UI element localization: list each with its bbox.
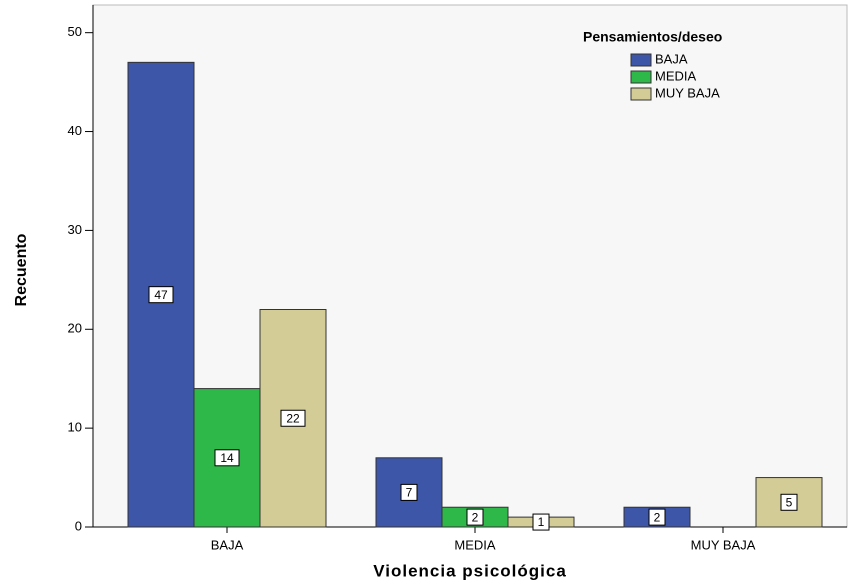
x-tick-label: MUY BAJA	[691, 537, 756, 552]
value-label: 2	[654, 510, 661, 524]
legend-swatch	[630, 70, 652, 84]
value-label-box	[532, 513, 550, 531]
value-label-box	[400, 483, 418, 501]
legend-label: BAJA	[655, 51, 688, 66]
value-label-box	[214, 449, 240, 467]
y-axis-label: Recuento	[13, 233, 30, 306]
legend-swatch	[630, 87, 652, 101]
legend-label: MEDIA	[655, 68, 697, 83]
y-tick-label: 40	[68, 123, 82, 138]
value-label: 14	[220, 451, 234, 465]
value-label: 5	[786, 495, 793, 509]
x-axis-label: Violencia psicológica	[373, 561, 567, 580]
x-tick-label: MEDIA	[454, 537, 496, 552]
value-label: 47	[154, 288, 168, 302]
y-tick-label: 30	[68, 222, 82, 237]
y-tick-label: 20	[68, 321, 82, 336]
y-tick-label: 50	[68, 24, 82, 39]
bar	[193, 388, 261, 528]
value-label-box	[148, 286, 174, 304]
legend-title: Pensamientos/deseo	[583, 29, 722, 45]
value-label: 22	[286, 411, 300, 425]
legend-swatch	[630, 53, 652, 67]
y-tick-label: 10	[68, 420, 82, 435]
value-label-box	[466, 508, 484, 526]
value-label: 2	[472, 510, 479, 524]
value-label-box	[648, 508, 666, 526]
legend-label: MUY BAJA	[655, 85, 720, 100]
value-label: 1	[538, 515, 545, 529]
y-tick-label: 0	[75, 518, 82, 533]
value-label-box	[780, 493, 798, 511]
value-label-box	[280, 409, 306, 427]
value-label: 7	[406, 486, 413, 500]
x-tick-label: BAJA	[211, 537, 244, 552]
